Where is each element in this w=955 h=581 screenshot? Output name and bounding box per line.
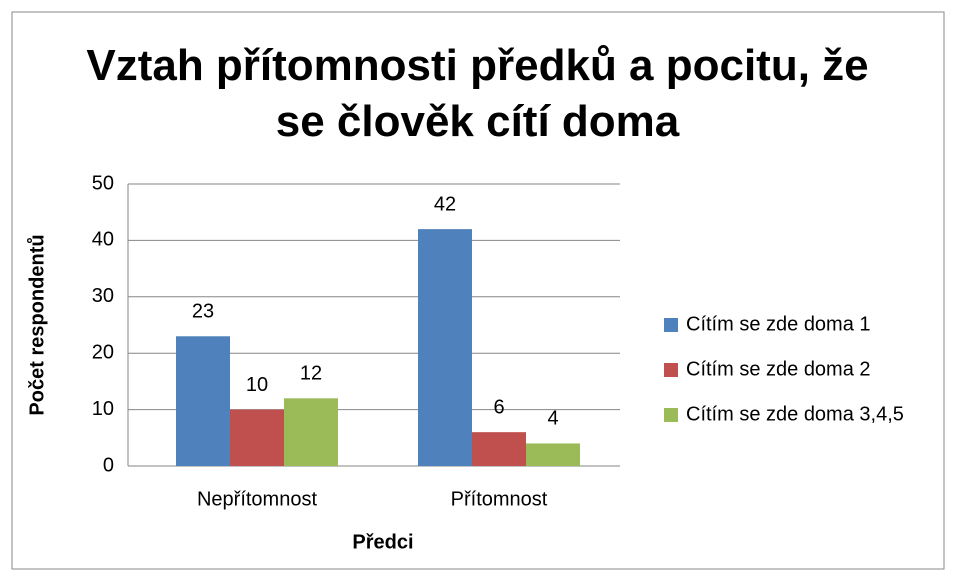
x-tick-label: Nepřítomnost: [197, 488, 317, 510]
data-label: 6: [493, 396, 504, 418]
data-label: 23: [192, 301, 214, 323]
y-tick-label: 50: [92, 172, 114, 194]
x-axis-label: Předci: [352, 531, 413, 553]
legend-label: Cítím se zde doma 1: [686, 313, 871, 335]
legend-label: Cítím se zde doma 3,4,5: [686, 403, 904, 425]
y-tick-label: 30: [92, 285, 114, 307]
chart-title: Vztah přítomnosti předků a pocitu, že se…: [86, 41, 869, 146]
data-label: 12: [300, 363, 322, 385]
y-tick-label: 20: [92, 341, 114, 363]
bar: [230, 409, 284, 466]
legend-swatch: [664, 408, 678, 422]
bar: [472, 432, 526, 466]
chart-border: [11, 11, 945, 570]
bar: [418, 229, 472, 466]
data-label: 42: [434, 193, 456, 215]
legend-label: Cítím se zde doma 2: [686, 358, 871, 380]
y-tick-label: 10: [92, 398, 114, 420]
y-axis-label: Počet respondentů: [26, 234, 48, 415]
y-tick-label: 40: [92, 229, 114, 251]
bar: [526, 443, 580, 466]
legend-swatch: [664, 318, 678, 332]
y-tick-label: 0: [103, 454, 114, 476]
bar: [284, 398, 338, 466]
x-tick-label: Přítomnost: [451, 488, 548, 510]
legend-swatch: [664, 363, 678, 377]
data-label: 4: [547, 408, 558, 430]
data-label: 10: [246, 374, 268, 396]
bar: [176, 336, 230, 466]
